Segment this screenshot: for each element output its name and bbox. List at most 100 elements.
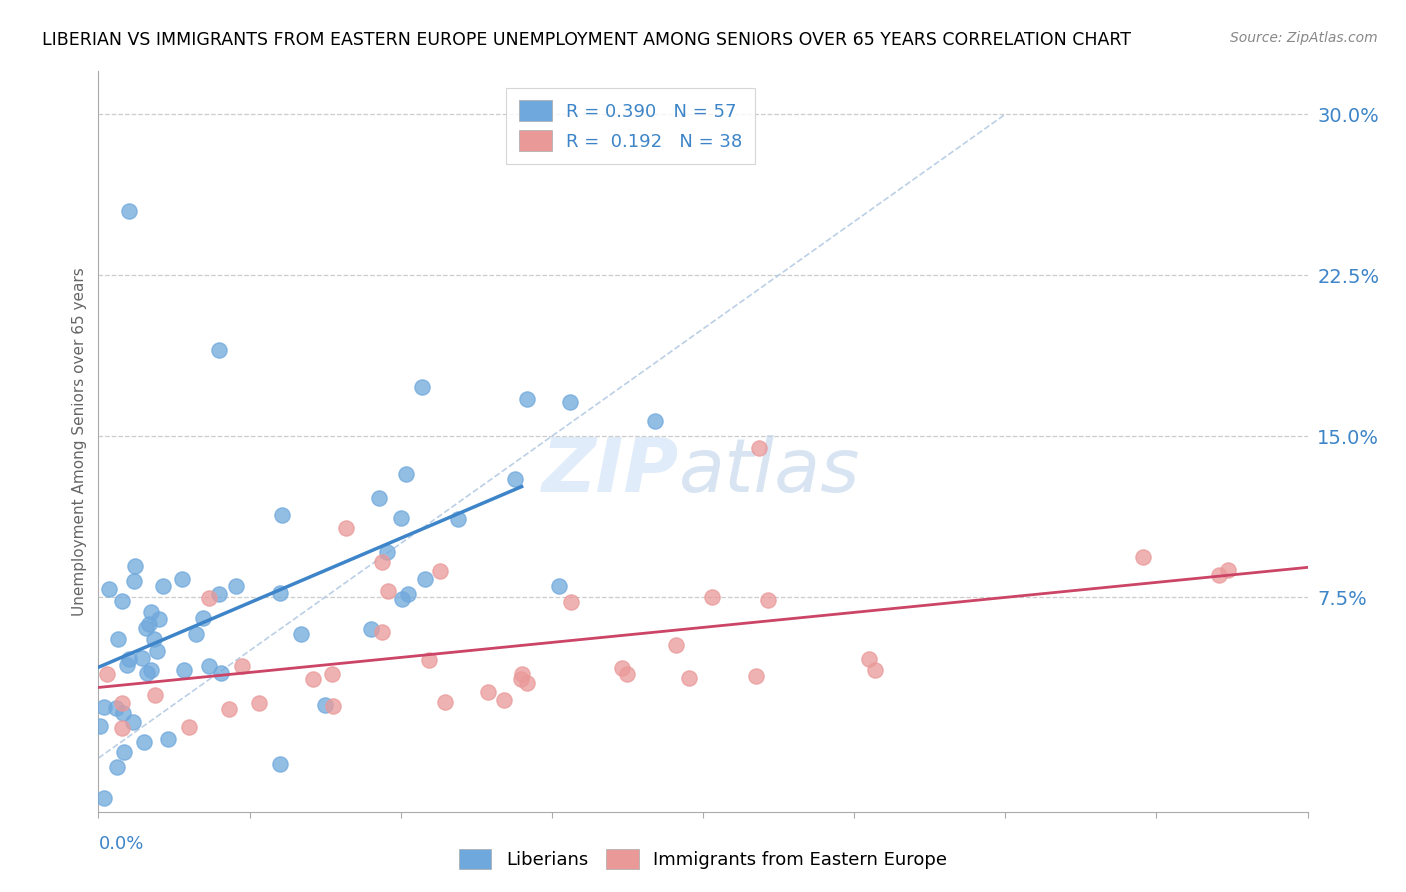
Point [98, 582, 121, 596]
Point [322, 698, 344, 713]
Point [510, 667, 533, 681]
Point [395, 467, 418, 482]
Point [1208, 568, 1230, 582]
Point [146, 644, 169, 658]
Point [418, 652, 440, 666]
Point [104, 701, 127, 715]
Text: Source: ZipAtlas.com: Source: ZipAtlas.com [1230, 31, 1378, 45]
Point [269, 757, 291, 772]
Point [270, 508, 292, 523]
Point [198, 659, 221, 673]
Point [93, 700, 115, 714]
Y-axis label: Unemployment Among Seniors over 65 years: Unemployment Among Seniors over 65 years [72, 268, 87, 615]
Text: ZIP: ZIP [541, 434, 679, 508]
Point [111, 697, 134, 711]
Point [644, 414, 666, 428]
Legend: Liberians, Immigrants from Eastern Europe: Liberians, Immigrants from Eastern Europ… [450, 839, 956, 879]
Point [413, 573, 436, 587]
Point [290, 627, 312, 641]
Point [665, 639, 688, 653]
Point [391, 592, 413, 607]
Point [748, 441, 770, 455]
Point [107, 632, 129, 646]
Point [314, 698, 336, 712]
Point [139, 605, 162, 619]
Point [89, 718, 111, 732]
Point [301, 672, 323, 686]
Point [321, 667, 343, 681]
Point [411, 379, 433, 393]
Point [335, 521, 357, 535]
Point [118, 203, 141, 218]
Text: atlas: atlas [679, 435, 860, 508]
Point [211, 665, 233, 680]
Point [111, 706, 134, 720]
Text: LIBERIAN VS IMMIGRANTS FROM EASTERN EUROPE UNEMPLOYMENT AMONG SENIORS OVER 65 YE: LIBERIAN VS IMMIGRANTS FROM EASTERN EURO… [42, 31, 1132, 49]
Point [143, 632, 166, 647]
Point [231, 659, 253, 673]
Point [148, 612, 170, 626]
Point [193, 611, 215, 625]
Point [208, 587, 231, 601]
Point [152, 578, 174, 592]
Point [138, 617, 160, 632]
Point [516, 676, 538, 690]
Point [1218, 563, 1240, 577]
Point [136, 666, 159, 681]
Point [1132, 549, 1154, 564]
Point [111, 594, 134, 608]
Point [122, 574, 145, 589]
Point [858, 652, 880, 666]
Point [173, 664, 195, 678]
Point [105, 760, 128, 774]
Point [745, 669, 768, 683]
Point [177, 720, 200, 734]
Point [247, 696, 270, 710]
Point [503, 473, 526, 487]
Point [112, 745, 135, 759]
Point [700, 591, 723, 605]
Point [477, 685, 499, 699]
Point [510, 673, 533, 687]
Point [208, 343, 231, 358]
Point [377, 584, 399, 599]
Legend: R = 0.390   N = 57, R =  0.192   N = 38: R = 0.390 N = 57, R = 0.192 N = 38 [506, 87, 755, 164]
Point [447, 512, 470, 526]
Point [156, 732, 179, 747]
Point [118, 652, 141, 666]
Point [560, 595, 582, 609]
Point [396, 586, 419, 600]
Point [429, 564, 451, 578]
Point [93, 790, 115, 805]
Point [368, 491, 391, 505]
Point [547, 579, 569, 593]
Point [111, 721, 134, 735]
Point [135, 621, 157, 635]
Point [360, 622, 382, 636]
Point [434, 695, 457, 709]
Text: 0.0%: 0.0% [98, 835, 143, 853]
Point [115, 657, 138, 672]
Point [370, 625, 392, 640]
Point [616, 666, 638, 681]
Point [132, 735, 155, 749]
Point [184, 627, 207, 641]
Point [756, 593, 779, 607]
Point [492, 692, 515, 706]
Point [121, 714, 143, 729]
Point [218, 702, 240, 716]
Point [143, 688, 166, 702]
Point [375, 545, 398, 559]
Point [198, 591, 221, 606]
Point [139, 664, 162, 678]
Point [124, 558, 146, 573]
Point [225, 579, 247, 593]
Point [269, 586, 291, 600]
Point [131, 651, 153, 665]
Point [371, 555, 394, 569]
Point [612, 661, 634, 675]
Point [516, 392, 538, 406]
Point [389, 510, 412, 524]
Point [96, 667, 118, 681]
Point [170, 572, 193, 586]
